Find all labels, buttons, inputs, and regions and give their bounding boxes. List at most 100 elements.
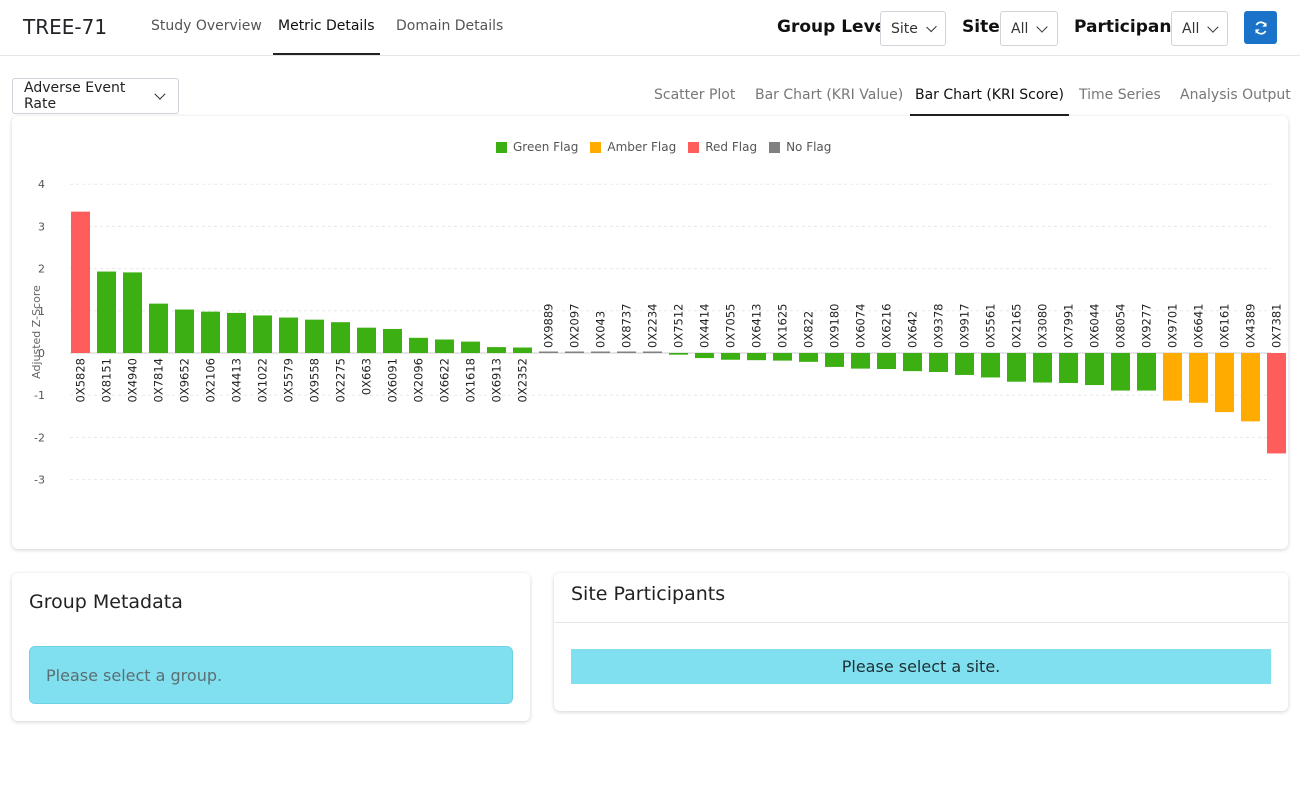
site-participants-title: Site Participants bbox=[571, 583, 726, 605]
bar-label: 0X2106 bbox=[204, 358, 218, 402]
bar[interactable] bbox=[461, 341, 480, 353]
bar[interactable] bbox=[1215, 353, 1234, 413]
bar[interactable] bbox=[513, 347, 532, 353]
bar-label: 0X2275 bbox=[334, 358, 348, 402]
app-title: TREE-71 bbox=[23, 15, 108, 39]
bar[interactable] bbox=[1007, 353, 1026, 382]
tab-metric-details[interactable]: Metric Details bbox=[273, 18, 380, 55]
bar-label: 0X1625 bbox=[776, 304, 790, 348]
legend-label: Amber Flag bbox=[607, 140, 677, 154]
bar[interactable] bbox=[851, 353, 870, 369]
bar[interactable] bbox=[1163, 353, 1182, 401]
bar-label: 0X6413 bbox=[750, 304, 764, 348]
bar-label: 0X822 bbox=[802, 311, 816, 348]
bar[interactable] bbox=[825, 353, 844, 367]
legend-item-red[interactable]: Red Flag bbox=[688, 140, 757, 154]
bar[interactable] bbox=[357, 327, 376, 353]
bar-label: 0X642 bbox=[906, 311, 920, 348]
bar[interactable] bbox=[97, 271, 116, 353]
bar[interactable] bbox=[487, 347, 506, 353]
legend-label: Red Flag bbox=[705, 140, 758, 154]
participant-value: All bbox=[1182, 20, 1200, 37]
bar[interactable] bbox=[565, 351, 584, 354]
site-select[interactable]: All bbox=[1000, 11, 1058, 46]
bar[interactable] bbox=[903, 353, 922, 372]
bar[interactable] bbox=[1111, 353, 1130, 391]
bar[interactable] bbox=[1267, 353, 1286, 454]
subtab-bar-chart-kri-value[interactable]: Bar Chart (KRI Value) bbox=[755, 87, 904, 103]
bar[interactable] bbox=[877, 353, 896, 370]
bar[interactable] bbox=[591, 351, 610, 354]
bar-label: 0X9701 bbox=[1166, 304, 1180, 348]
bar-label: 0X6913 bbox=[490, 358, 504, 402]
bar[interactable] bbox=[747, 353, 766, 361]
bar[interactable] bbox=[981, 353, 1000, 378]
tab-domain-details[interactable]: Domain Details bbox=[396, 18, 504, 34]
bar[interactable] bbox=[383, 328, 402, 353]
bar[interactable] bbox=[253, 315, 272, 353]
bar[interactable] bbox=[539, 351, 558, 354]
bar[interactable] bbox=[1059, 353, 1078, 383]
subtab-time-series[interactable]: Time Series bbox=[1079, 87, 1161, 103]
bar[interactable] bbox=[929, 353, 948, 372]
bar[interactable] bbox=[435, 339, 454, 353]
legend-label: No Flag bbox=[786, 140, 832, 154]
legend-item-amber[interactable]: Amber Flag bbox=[590, 140, 676, 154]
bar-label: 0X6161 bbox=[1218, 304, 1232, 348]
bar[interactable] bbox=[201, 311, 220, 353]
bar[interactable] bbox=[175, 309, 194, 353]
bar[interactable] bbox=[1137, 353, 1156, 391]
bar-label: 0X2234 bbox=[646, 304, 660, 348]
bar[interactable] bbox=[1085, 353, 1104, 386]
refresh-button[interactable] bbox=[1244, 11, 1277, 44]
bar[interactable] bbox=[305, 319, 324, 353]
bar[interactable] bbox=[617, 351, 636, 354]
legend-swatch-gray bbox=[769, 141, 781, 153]
bar-label: 0X8151 bbox=[100, 358, 114, 402]
bar[interactable] bbox=[71, 211, 90, 353]
site-participants-alert: Please select a site. bbox=[571, 649, 1271, 684]
metric-select[interactable]: Adverse Event Rate bbox=[12, 78, 179, 114]
bar-label: 0X7381 bbox=[1270, 304, 1284, 348]
bar[interactable] bbox=[409, 337, 428, 353]
bar-label: 0X4414 bbox=[698, 304, 712, 348]
bar[interactable] bbox=[227, 312, 246, 353]
bar[interactable] bbox=[123, 272, 142, 353]
tab-study-overview[interactable]: Study Overview bbox=[151, 18, 262, 34]
legend-item-no-flag[interactable]: No Flag bbox=[769, 140, 831, 154]
bar[interactable] bbox=[279, 317, 298, 353]
group-level-select[interactable]: Site bbox=[880, 11, 946, 46]
y-tick-label: 3 bbox=[38, 220, 45, 233]
bar[interactable] bbox=[331, 322, 350, 353]
bar[interactable] bbox=[1189, 353, 1208, 403]
subtab-bar-chart-kri-score[interactable]: Bar Chart (KRI Score) bbox=[910, 87, 1069, 116]
chevron-down-icon bbox=[926, 21, 937, 32]
bar-label: 0X6641 bbox=[1192, 304, 1206, 348]
bar-label: 0X7055 bbox=[724, 304, 738, 348]
bar-label: 0X6216 bbox=[880, 304, 894, 348]
bar[interactable] bbox=[799, 353, 818, 362]
bar[interactable] bbox=[695, 353, 714, 359]
y-tick-label: -2 bbox=[34, 431, 45, 444]
bar-label: 0X2097 bbox=[568, 304, 582, 348]
bar[interactable] bbox=[955, 353, 974, 375]
bar[interactable] bbox=[1033, 353, 1052, 383]
subtab-analysis-output[interactable]: Analysis Output bbox=[1180, 87, 1291, 103]
chart-legend: Green Flag Amber Flag Red Flag No Flag bbox=[496, 140, 831, 154]
bar[interactable] bbox=[773, 353, 792, 361]
bar[interactable] bbox=[669, 353, 688, 355]
group-level-label: Group Level bbox=[777, 17, 893, 37]
bar[interactable] bbox=[149, 303, 168, 353]
bar-label: 0X9180 bbox=[828, 304, 842, 348]
legend-swatch-amber bbox=[590, 141, 602, 153]
bar-label: 0X5828 bbox=[74, 358, 88, 402]
participant-select[interactable]: All bbox=[1171, 11, 1228, 46]
bar[interactable] bbox=[721, 353, 740, 360]
bar-label: 0X043 bbox=[594, 311, 608, 348]
bar[interactable] bbox=[1241, 353, 1260, 422]
legend-item-green[interactable]: Green Flag bbox=[496, 140, 578, 154]
bar[interactable] bbox=[643, 351, 662, 354]
bar-label: 0X5579 bbox=[282, 358, 296, 402]
group-level-value: Site bbox=[891, 20, 918, 37]
subtab-scatter-plot[interactable]: Scatter Plot bbox=[654, 87, 736, 103]
